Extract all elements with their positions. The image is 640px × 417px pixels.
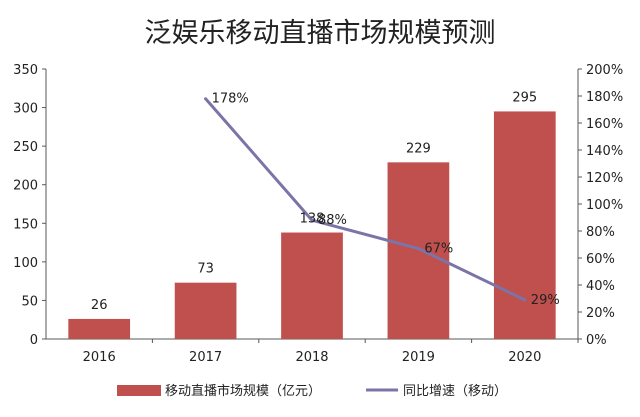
bar-value-label: 295 [512, 90, 537, 105]
right-tick-label: 180% [586, 90, 623, 105]
x-tick-label: 2019 [402, 350, 435, 365]
left-tick-label: 100 [13, 256, 38, 271]
growth-line [204, 97, 526, 302]
data-labels: 26 73 138 229 295 178% 88% 67% 29% [91, 90, 560, 313]
line-point [416, 247, 420, 251]
right-tick-label: 160% [586, 117, 623, 132]
right-tick-label: 80% [586, 225, 615, 240]
x-tick-label: 2018 [295, 350, 328, 365]
line-value-label: 29% [531, 293, 560, 308]
legend-bar-label: 移动直播市场规模（亿元） [165, 383, 321, 399]
growth-line-series [204, 97, 527, 302]
chart-title: 泛娱乐移动直播市场规模预测 [145, 18, 496, 49]
line-value-label: 178% [212, 92, 249, 107]
right-tick-label: 140% [586, 144, 623, 159]
line-value-label: 67% [424, 242, 453, 257]
left-tick-label: 150 [13, 217, 38, 232]
bar [387, 162, 450, 339]
left-tick-label: 0 [30, 333, 38, 348]
x-tick-label: 2016 [83, 350, 116, 365]
bar-value-label: 229 [406, 141, 431, 156]
line-point [523, 298, 527, 302]
right-tick-label: 120% [586, 171, 623, 186]
legend: 移动直播市场规模（亿元） 同比增速（移动） [117, 383, 507, 399]
bar-value-label: 26 [91, 298, 108, 313]
right-tick-label: 20% [586, 306, 615, 321]
left-tick-label: 250 [13, 140, 38, 155]
right-tick-label: 60% [586, 252, 615, 267]
legend-bar-swatch [117, 385, 161, 396]
right-tick-label: 200% [586, 63, 623, 78]
right-tick-label: 100% [586, 198, 623, 213]
left-tick-label: 200 [13, 179, 38, 194]
bar [68, 318, 131, 339]
axes: 0 50 100 150 200 250 300 350 0% 20% 40% 60% 80% 100% 1… [13, 63, 623, 365]
bar-value-label: 138 [300, 212, 325, 227]
bar-value-label: 73 [197, 262, 214, 277]
x-tick-label: 2020 [508, 350, 541, 365]
line-value-label: 88% [318, 213, 347, 228]
left-tick-label: 300 [13, 102, 38, 117]
line-point [204, 97, 208, 101]
legend-line-label: 同比增速（移动） [403, 384, 507, 399]
right-tick-label: 0% [586, 333, 607, 348]
bar [174, 282, 237, 339]
line-point [310, 218, 314, 222]
left-tick-label: 50 [21, 294, 38, 309]
bar [281, 232, 343, 339]
left-tick-label: 350 [13, 63, 38, 78]
x-tick-label: 2017 [189, 350, 222, 365]
right-tick-label: 40% [586, 279, 615, 294]
